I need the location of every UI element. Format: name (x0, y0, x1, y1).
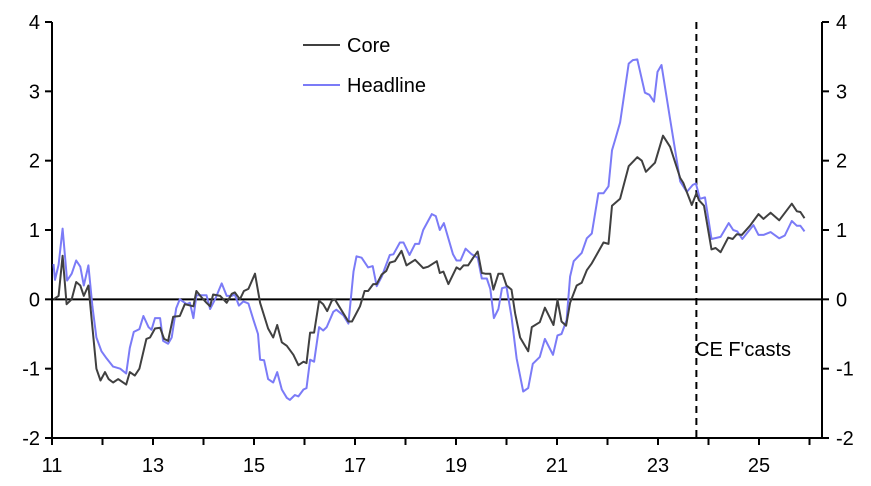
x-tick-label: 23 (647, 455, 669, 477)
right-y-tick-label: 4 (836, 12, 847, 34)
left-y-tick-label: 3 (29, 81, 40, 103)
x-tick-label: 11 (42, 455, 63, 477)
series-line-headline (52, 58, 806, 401)
left-y-tick-label: -2 (22, 428, 40, 450)
x-tick-label: 17 (344, 455, 366, 477)
right-y-tick-label: 2 (836, 151, 847, 173)
legend-label-headline: Headline (347, 75, 426, 97)
x-tick-label: 19 (445, 455, 467, 477)
x-tick-label: 25 (748, 455, 770, 477)
left-y-tick-label: 4 (29, 12, 40, 34)
x-tick-label: 15 (243, 455, 265, 477)
right-y-tick-label: -1 (836, 359, 854, 381)
axes: -2 -2-1 -10 01 12 23 34 411 13 15 17 19 21 23 25 (22, 12, 854, 477)
left-y-tick-label: 2 (29, 151, 40, 173)
right-y-tick-label: 3 (836, 81, 847, 103)
right-y-tick-label: -2 (836, 428, 854, 450)
x-tick-label: 21 (546, 455, 568, 477)
series-group (52, 58, 806, 401)
left-y-tick-label: 1 (29, 220, 40, 242)
left-y-tick-label: 0 (29, 289, 40, 311)
legend: Core Headline (303, 35, 426, 97)
forecast-label: CE F'casts (695, 339, 791, 361)
right-y-tick-label: 1 (836, 220, 847, 242)
legend-label-core: Core (347, 35, 390, 57)
right-y-tick-label: 0 (836, 289, 847, 311)
left-y-tick-label: -1 (22, 359, 40, 381)
x-tick-label: 13 (142, 455, 164, 477)
series-line-core (52, 134, 806, 386)
